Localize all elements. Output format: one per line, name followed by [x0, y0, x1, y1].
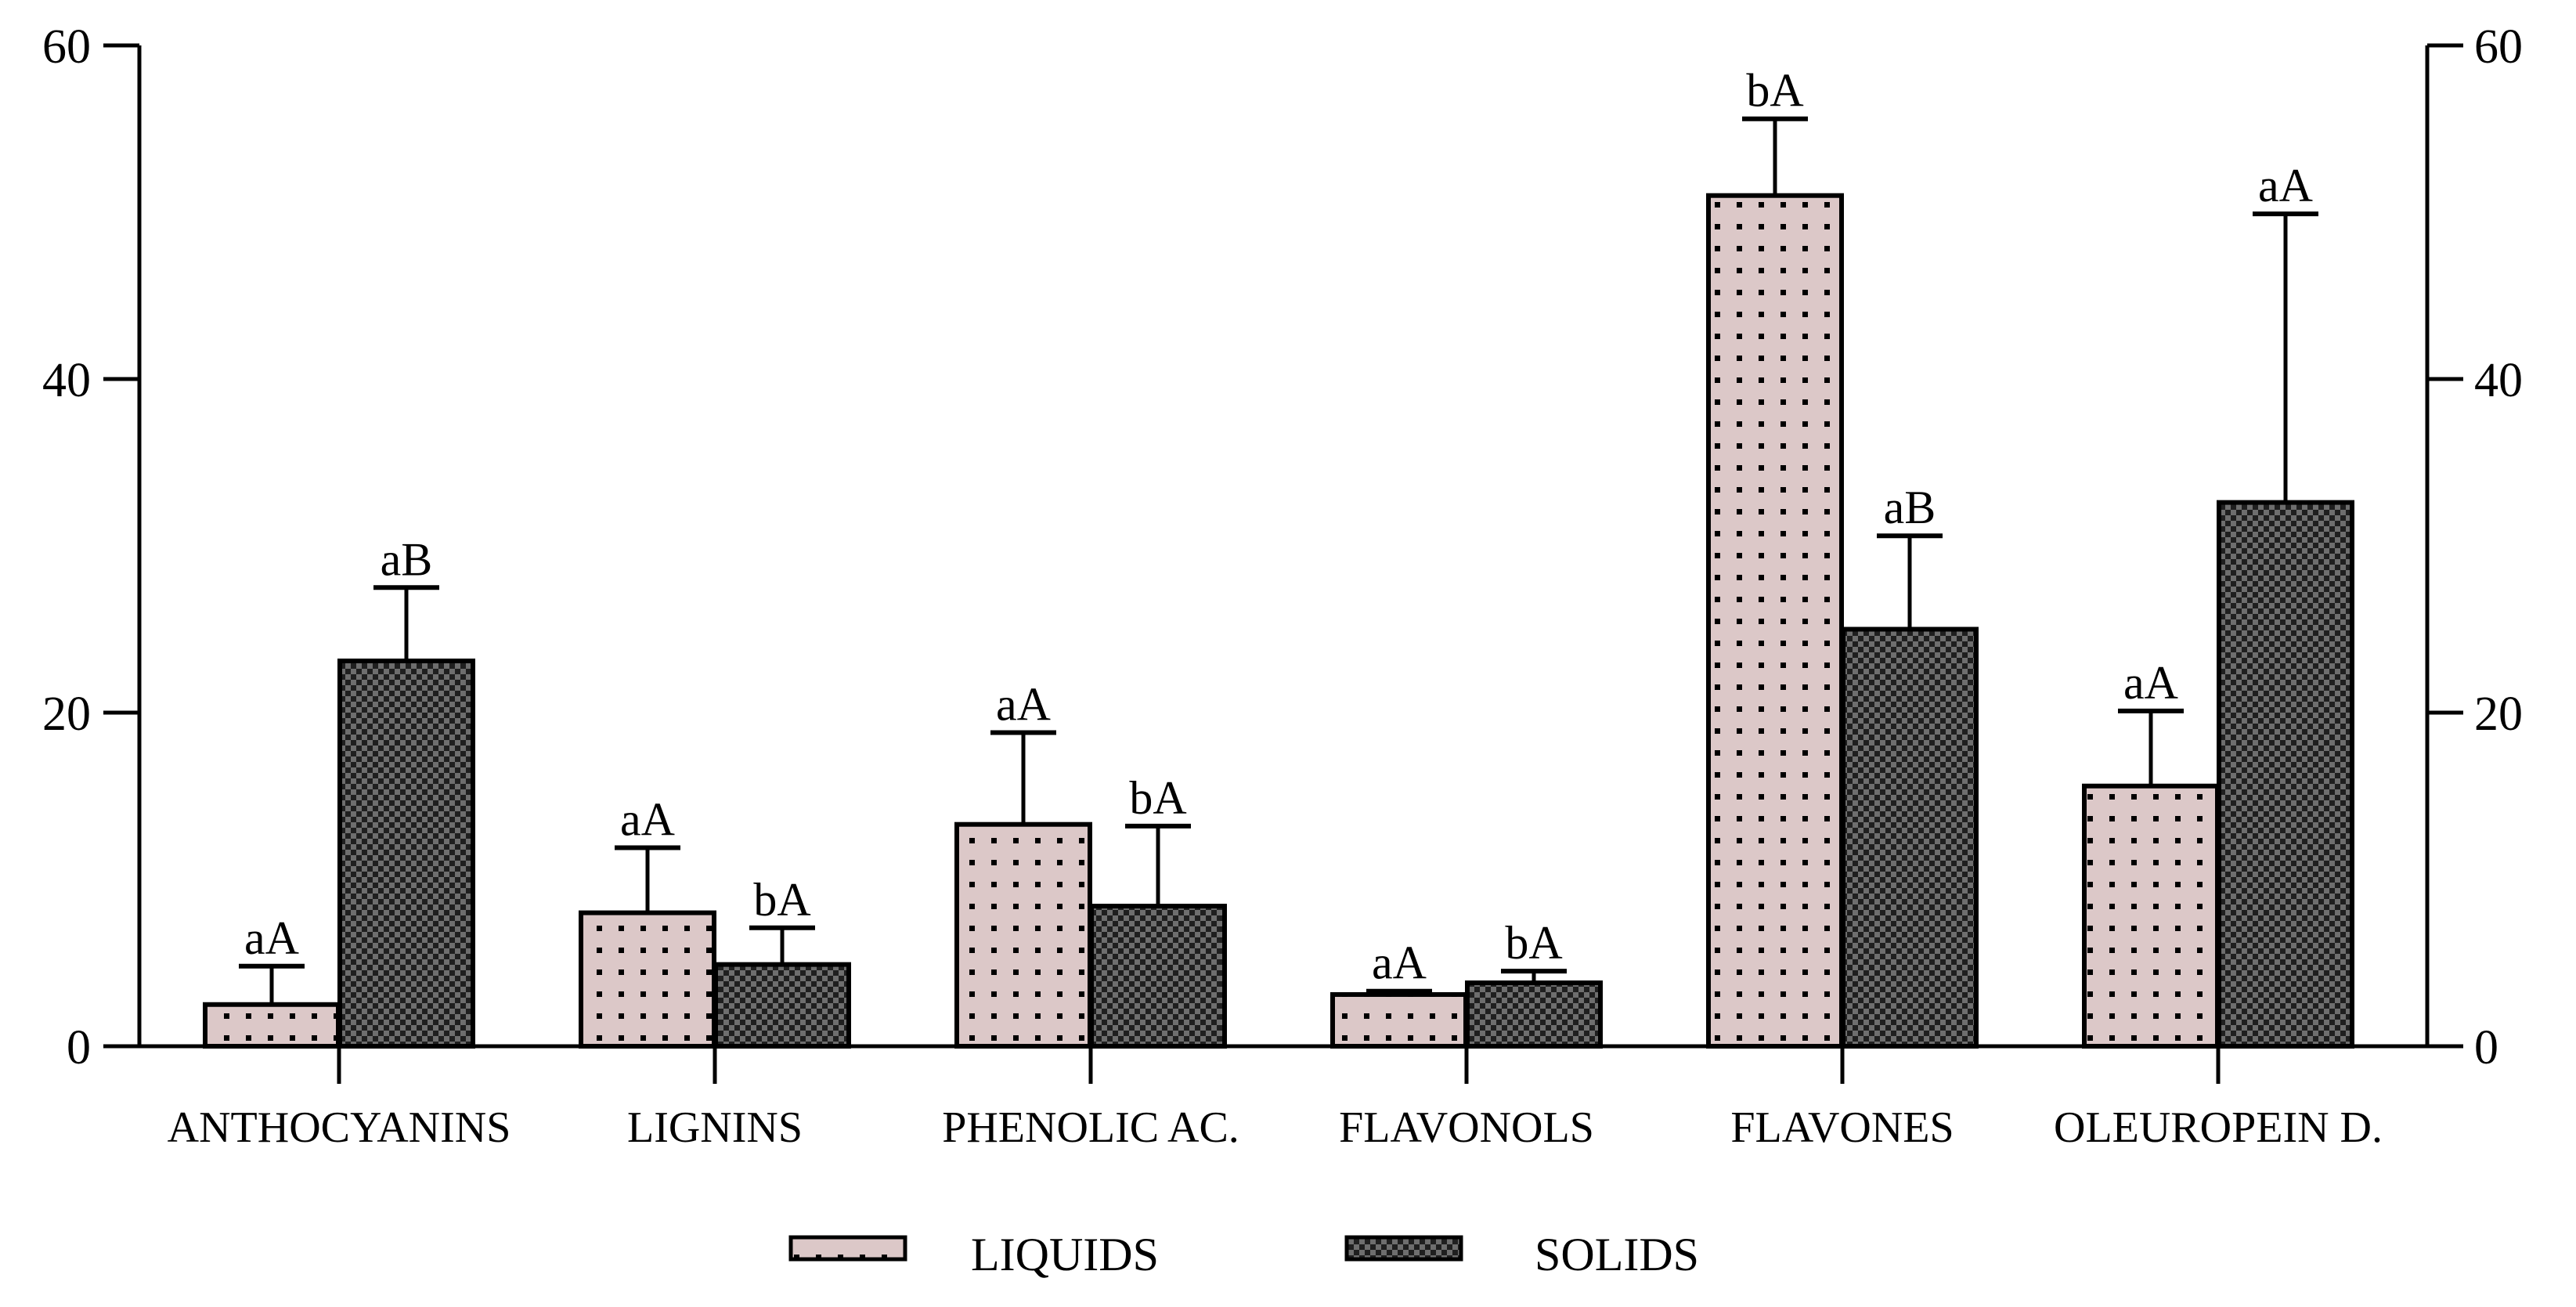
y-tick-label-right: 20 — [2474, 688, 2523, 741]
significance-label: bA — [1129, 772, 1186, 824]
axes: 0 20 40 60 0 20 40 60 — [42, 20, 2523, 1084]
bars — [203, 116, 2354, 1049]
significance-label: aA — [2258, 160, 2313, 211]
category-label: FLAVONES — [1730, 1103, 1954, 1152]
legend: LIQUIDS SOLIDS — [788, 1229, 1699, 1280]
y-tick-label-right: 40 — [2474, 354, 2523, 407]
y-tick-label-left: 0 — [67, 1021, 91, 1074]
significance-label: aA — [2123, 657, 2178, 709]
bar-solids — [1465, 980, 1603, 1049]
labels: ANTHOCYANINS aA aB LIGNINS aA bA PHENOLIC AC. a… — [168, 65, 2383, 1152]
legend-label-liquids: LIQUIDS — [971, 1229, 1159, 1280]
significance-label: aB — [1884, 482, 1936, 533]
significance-label: aA — [244, 912, 299, 964]
legend-swatch-liquids — [788, 1235, 907, 1262]
category-label: ANTHOCYANINS — [168, 1103, 511, 1152]
significance-label: bA — [1505, 917, 1562, 969]
bar-solids — [1089, 904, 1227, 1049]
legend-label-solids: SOLIDS — [1535, 1229, 1699, 1280]
significance-label: aB — [381, 533, 433, 585]
bar-solids — [337, 658, 475, 1049]
bar-liquids — [1330, 991, 1468, 1049]
bar-liquids — [579, 910, 716, 1049]
significance-label: bA — [753, 874, 810, 926]
significance-label: aA — [1372, 937, 1427, 989]
y-tick-label-left: 20 — [42, 688, 91, 741]
y-tick-label-right: 0 — [2474, 1021, 2498, 1074]
y-tick-label-left: 60 — [42, 20, 91, 74]
category-label: PHENOLIC AC. — [942, 1103, 1239, 1152]
legend-swatch-solids — [1344, 1235, 1463, 1262]
y-tick-label-right: 60 — [2474, 20, 2523, 74]
bar-liquids — [954, 821, 1092, 1049]
y-tick-label-left: 40 — [42, 354, 91, 407]
category-label: FLAVONOLS — [1339, 1103, 1594, 1152]
category-label: LIGNINS — [627, 1103, 803, 1152]
bar-liquids — [203, 1002, 341, 1049]
bar-solids — [1841, 626, 1979, 1049]
category-label: OLEUROPEIN D. — [2054, 1103, 2383, 1152]
significance-label: aA — [620, 794, 675, 846]
significance-label: aA — [996, 679, 1051, 731]
bar-solids — [2217, 500, 2354, 1049]
significance-label: bA — [1746, 65, 1803, 117]
bar-solids — [713, 962, 851, 1049]
bar-liquids — [1706, 193, 1844, 1049]
bar-liquids — [2082, 783, 2220, 1049]
